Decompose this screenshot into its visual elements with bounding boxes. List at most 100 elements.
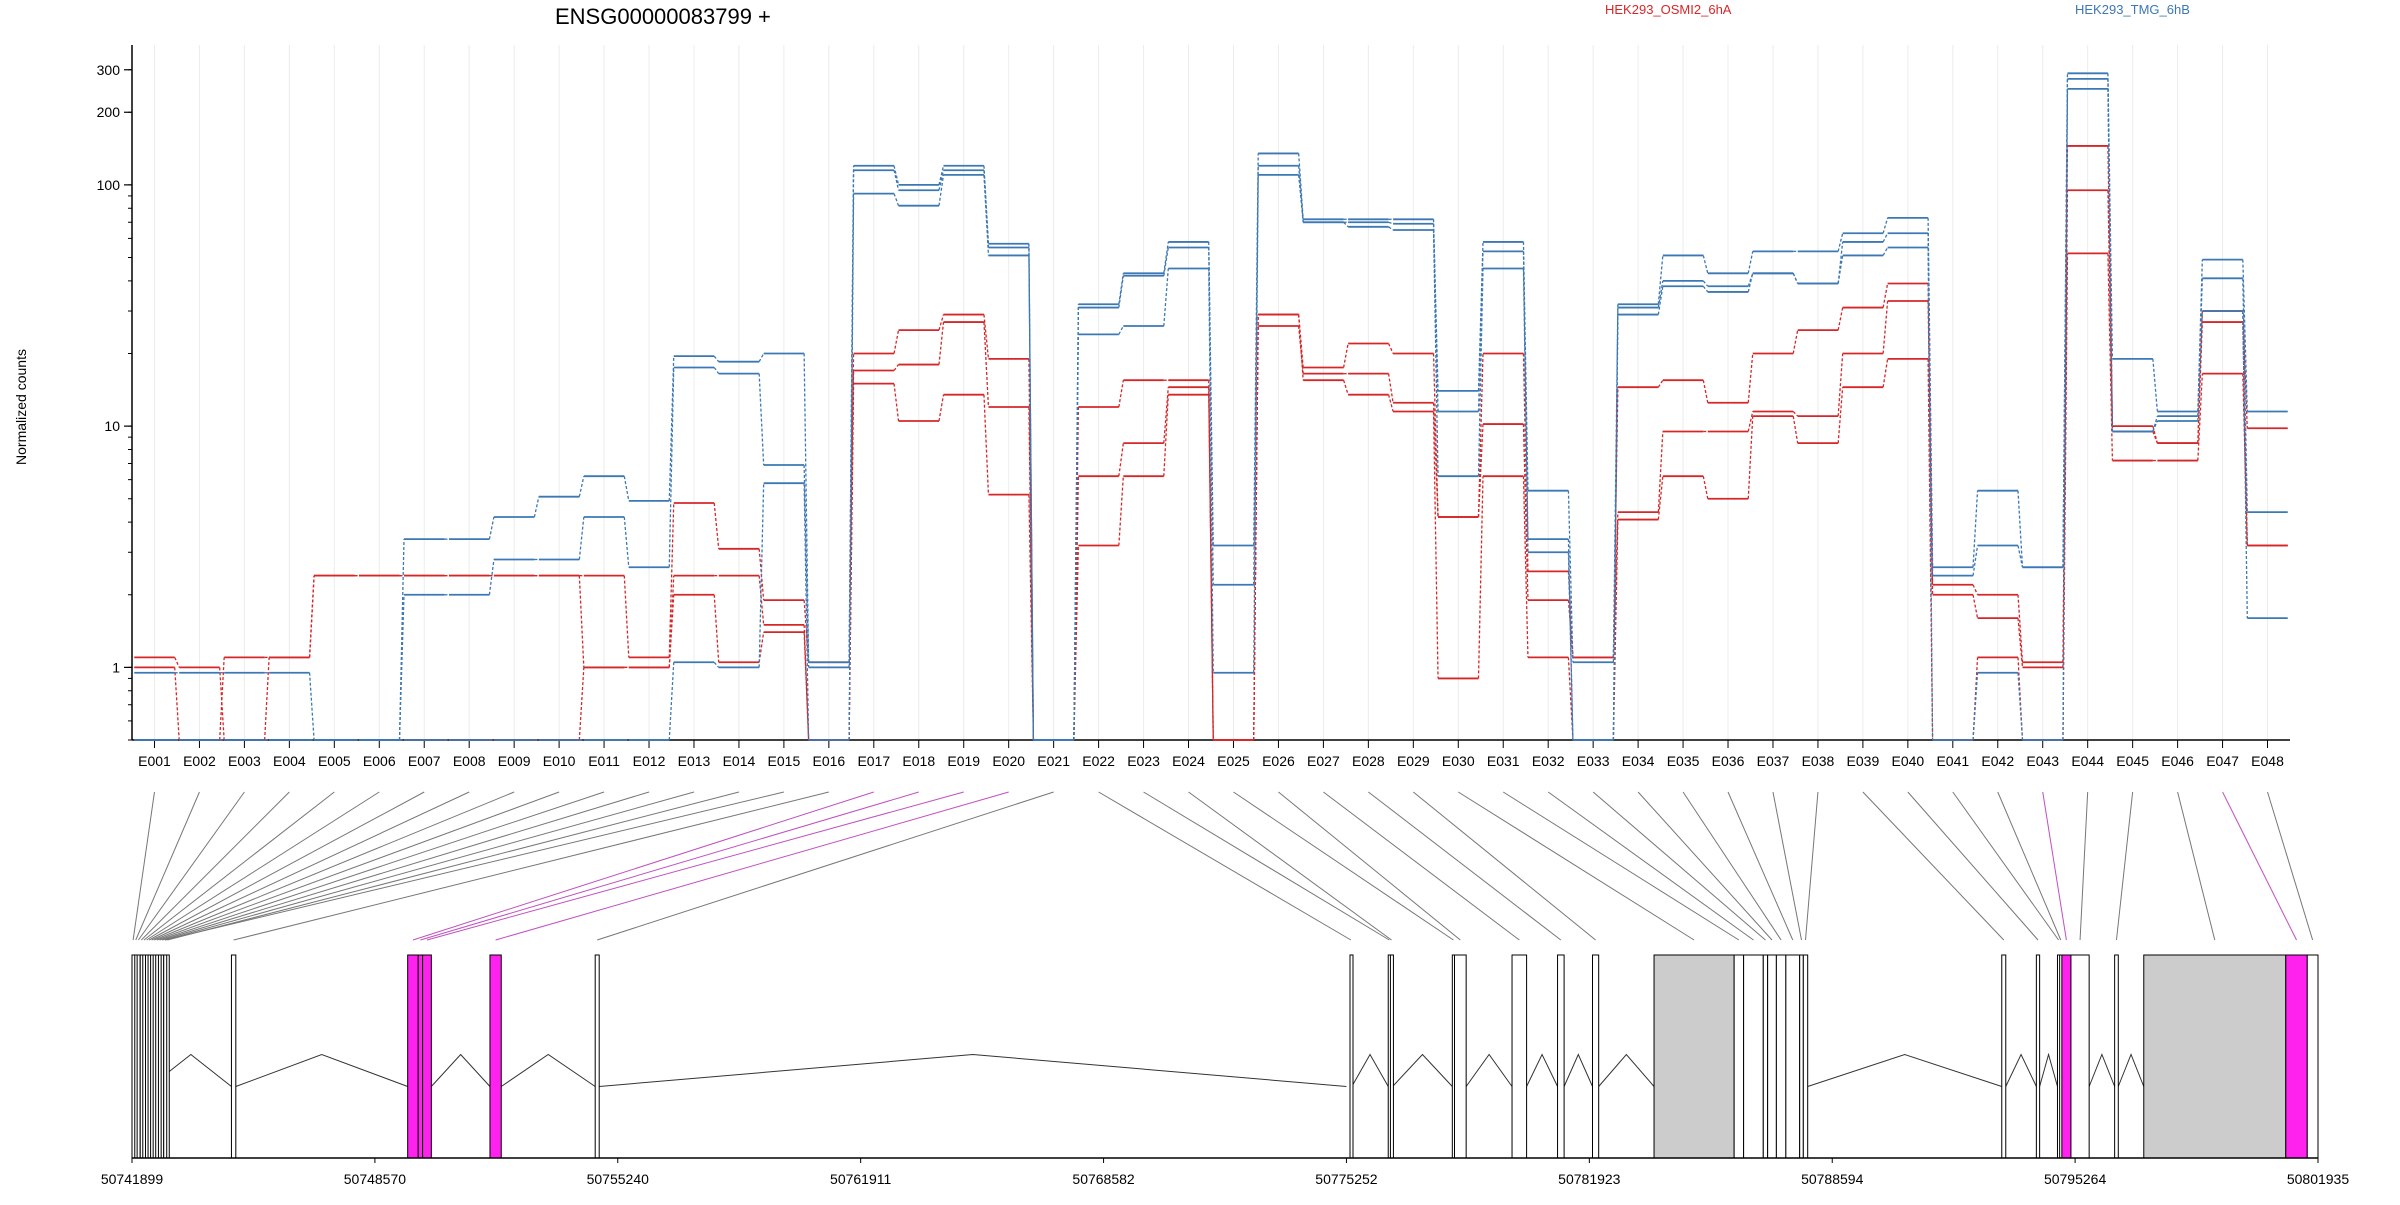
x-tick-label: E012 xyxy=(633,753,666,769)
series-osmi2-connector xyxy=(174,657,180,668)
series-tmg-connector xyxy=(1702,285,1709,293)
x-tick-label: E040 xyxy=(1892,753,1925,769)
series-osmi2-connector xyxy=(219,657,225,741)
exon-connector-line xyxy=(2079,791,2089,941)
series-tmg-connector xyxy=(1702,255,1709,274)
series-osmi2-connector xyxy=(848,383,855,741)
exon-connector-line xyxy=(151,791,470,941)
series-osmi2-connector xyxy=(1792,411,1799,417)
intron-line xyxy=(235,1053,408,1087)
x-tick-label: E010 xyxy=(543,753,576,769)
x-tick-label: E043 xyxy=(2026,753,2059,769)
series-osmi2-connector xyxy=(1163,387,1169,444)
exon-connector-line xyxy=(146,791,380,941)
series-tmg-connector xyxy=(893,170,900,191)
x-tick-label: E018 xyxy=(902,753,935,769)
exon-box xyxy=(1785,954,1801,1159)
series-osmi2-connector xyxy=(1522,424,1529,601)
exon-box xyxy=(163,954,168,1159)
series-osmi2-connector xyxy=(1747,353,1754,403)
intron-line xyxy=(2088,1053,2116,1087)
series-osmi2-connector xyxy=(2107,253,2114,461)
exon-connector-line xyxy=(2115,791,2134,941)
exon-box xyxy=(2061,954,2072,1159)
series-tmg-connector xyxy=(1343,221,1349,228)
exon-connector-line xyxy=(156,791,560,941)
series-tmg-connector xyxy=(1432,229,1439,477)
series-osmi2-connector xyxy=(668,594,675,668)
exon-box xyxy=(422,954,432,1159)
exon-connector-line xyxy=(420,791,919,941)
series-tmg-connector xyxy=(1747,273,1754,293)
x-tick-label: E029 xyxy=(1397,753,1430,769)
exon-box xyxy=(136,954,141,1159)
series-osmi2-connector xyxy=(1343,380,1349,395)
series-osmi2-connector xyxy=(1837,387,1844,444)
exon-connector-line xyxy=(2222,791,2297,941)
series-tmg-connector xyxy=(578,476,585,497)
intron-line xyxy=(1807,1053,2002,1087)
genomic-tick-label: 50801935 xyxy=(2287,1171,2350,1187)
series-layer xyxy=(134,72,2288,741)
genomic-tick-label: 50741899 xyxy=(101,1171,164,1187)
series-osmi2-connector xyxy=(1298,314,1304,381)
series-tmg-connector xyxy=(1388,226,1394,231)
genomic-tick-label: 50775252 xyxy=(1315,1171,1378,1187)
intron-line xyxy=(2117,1053,2145,1087)
series-osmi2-connector xyxy=(1387,394,1394,412)
exon-connector-line xyxy=(1188,791,1392,941)
series-tmg-connector xyxy=(938,174,945,206)
x-tick-label: E017 xyxy=(857,753,890,769)
exon-box xyxy=(1762,954,1769,1159)
series-osmi2-connector xyxy=(1747,416,1754,499)
series-osmi2-connector xyxy=(1702,380,1709,403)
exon-box xyxy=(2001,954,2007,1159)
series-osmi2-connector xyxy=(758,575,765,625)
legend-label-osmi2: HEK293_OSMI2_6hA xyxy=(1605,2,1732,17)
series-tmg-connector xyxy=(713,355,720,363)
intron-line xyxy=(1563,1053,1593,1087)
exon-box xyxy=(1389,954,1394,1159)
x-tick-label: E005 xyxy=(318,753,351,769)
series-tmg-connector xyxy=(488,559,495,595)
series-osmi2-connector xyxy=(1253,314,1259,741)
series-tmg-connector xyxy=(2017,545,2024,568)
series-tmg-connector xyxy=(893,193,900,206)
exon-connector-line xyxy=(1278,791,1461,941)
series-osmi2-connector xyxy=(1118,476,1124,546)
series-tmg-connector xyxy=(2152,358,2159,412)
x-tick-label: E009 xyxy=(498,753,531,769)
series-tmg-connector xyxy=(488,516,495,540)
series-osmi2-connector xyxy=(1567,657,1574,741)
x-tick-label: E035 xyxy=(1667,753,1700,769)
x-tick-label: E026 xyxy=(1262,753,1295,769)
series-osmi2-connector xyxy=(578,667,585,741)
exon-connector-line xyxy=(1907,791,2039,941)
series-osmi2-connector xyxy=(1073,476,1080,741)
exon-connector-line xyxy=(1952,791,2059,941)
series-osmi2-connector xyxy=(1432,402,1439,518)
y-tick-label: 200 xyxy=(97,104,121,120)
exon-connector-line xyxy=(162,791,650,941)
series-osmi2-connector xyxy=(1477,476,1484,679)
series-tmg-connector xyxy=(533,496,540,518)
x-tick-label: E016 xyxy=(813,753,846,769)
exon-connector-line xyxy=(1592,791,1766,941)
series-osmi2-connector xyxy=(938,321,945,365)
series-osmi2-connector xyxy=(983,394,990,495)
exon-box xyxy=(1799,954,1804,1159)
exon-box xyxy=(417,954,424,1159)
legend-label-tmg: HEK293_TMG_6hB xyxy=(2075,2,2190,17)
x-tick-label: E037 xyxy=(1757,753,1790,769)
series-tmg-connector xyxy=(1882,232,1889,243)
x-tick-label: E004 xyxy=(273,753,306,769)
series-osmi2-connector xyxy=(2242,373,2248,546)
exon-connector-line xyxy=(233,791,829,941)
series-tmg-connector xyxy=(2017,672,2024,741)
exon-box xyxy=(1557,954,1565,1159)
exon-connector-line xyxy=(2177,791,2216,941)
series-tmg-connector xyxy=(1522,268,1529,553)
series-osmi2-connector xyxy=(1792,416,1799,444)
exon-box xyxy=(2285,954,2308,1159)
